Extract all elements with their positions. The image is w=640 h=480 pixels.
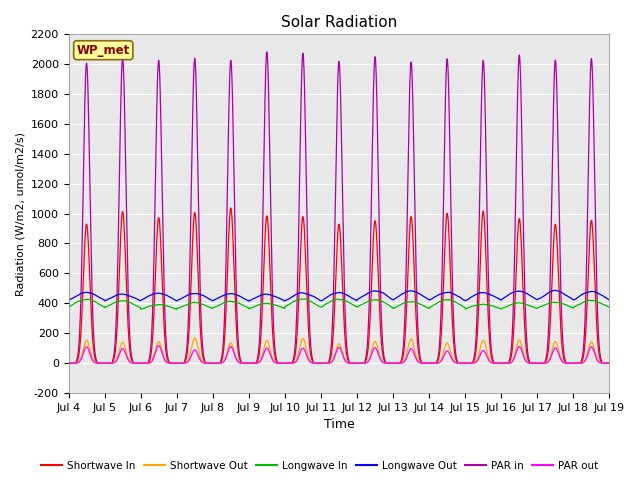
Shortwave In bbox=[605, 360, 613, 366]
PAR in bbox=[355, 360, 362, 366]
PAR out bbox=[558, 358, 566, 364]
Shortwave Out bbox=[558, 358, 566, 363]
PAR in bbox=[497, 360, 504, 366]
Longwave Out bbox=[558, 290, 566, 296]
Line: Longwave In: Longwave In bbox=[68, 299, 609, 310]
PAR in bbox=[367, 249, 374, 255]
Longwave Out bbox=[573, 295, 581, 301]
Line: Longwave Out: Longwave Out bbox=[68, 290, 609, 301]
Longwave In bbox=[65, 304, 72, 310]
Text: WP_met: WP_met bbox=[77, 44, 130, 57]
PAR in bbox=[216, 360, 223, 366]
Longwave Out bbox=[367, 289, 374, 295]
X-axis label: Time: Time bbox=[324, 419, 355, 432]
Longwave In bbox=[355, 303, 363, 309]
Longwave Out bbox=[605, 297, 613, 303]
Longwave Out bbox=[216, 295, 223, 300]
PAR out bbox=[367, 355, 374, 360]
Shortwave Out bbox=[191, 335, 198, 341]
Longwave In bbox=[605, 304, 613, 310]
Shortwave In bbox=[497, 360, 504, 366]
PAR out bbox=[573, 360, 580, 366]
Longwave In bbox=[173, 307, 180, 312]
PAR in bbox=[558, 319, 566, 325]
PAR in bbox=[573, 360, 580, 366]
Shortwave In bbox=[573, 360, 580, 366]
PAR out bbox=[605, 360, 613, 366]
Line: Shortwave Out: Shortwave Out bbox=[68, 338, 609, 363]
Shortwave Out bbox=[497, 360, 504, 366]
PAR out bbox=[497, 360, 504, 366]
Line: PAR in: PAR in bbox=[68, 52, 609, 363]
Y-axis label: Radiation (W/m2, umol/m2/s): Radiation (W/m2, umol/m2/s) bbox=[15, 132, 25, 296]
Longwave Out bbox=[245, 298, 253, 304]
Longwave In bbox=[367, 298, 374, 303]
Legend: Shortwave In, Shortwave Out, Longwave In, Longwave Out, PAR in, PAR out: Shortwave In, Shortwave Out, Longwave In… bbox=[37, 456, 603, 475]
Shortwave Out bbox=[216, 360, 223, 366]
Title: Solar Radiation: Solar Radiation bbox=[281, 15, 397, 30]
Longwave In bbox=[558, 301, 566, 307]
Longwave In bbox=[216, 302, 223, 308]
Shortwave Out bbox=[65, 360, 72, 366]
Shortwave Out bbox=[355, 360, 362, 366]
Shortwave In bbox=[65, 360, 72, 366]
Shortwave In bbox=[216, 360, 223, 366]
Shortwave In bbox=[227, 205, 235, 211]
Shortwave In bbox=[355, 360, 362, 366]
Shortwave Out bbox=[573, 360, 580, 366]
PAR in bbox=[605, 360, 613, 366]
Longwave In bbox=[497, 306, 504, 312]
Shortwave In bbox=[558, 341, 566, 347]
Longwave In bbox=[300, 296, 308, 302]
Shortwave Out bbox=[367, 352, 374, 358]
PAR out bbox=[216, 360, 223, 366]
PAR out bbox=[355, 360, 362, 366]
Longwave Out bbox=[65, 297, 72, 303]
Longwave In bbox=[573, 302, 581, 308]
Longwave Out bbox=[355, 296, 362, 301]
PAR out bbox=[155, 343, 163, 348]
Shortwave Out bbox=[605, 360, 613, 366]
PAR out bbox=[65, 360, 72, 366]
Longwave Out bbox=[551, 288, 559, 293]
Shortwave In bbox=[367, 309, 374, 314]
PAR in bbox=[263, 49, 271, 55]
Line: PAR out: PAR out bbox=[68, 346, 609, 363]
PAR in bbox=[65, 360, 72, 366]
Longwave Out bbox=[497, 297, 504, 302]
Line: Shortwave In: Shortwave In bbox=[68, 208, 609, 363]
